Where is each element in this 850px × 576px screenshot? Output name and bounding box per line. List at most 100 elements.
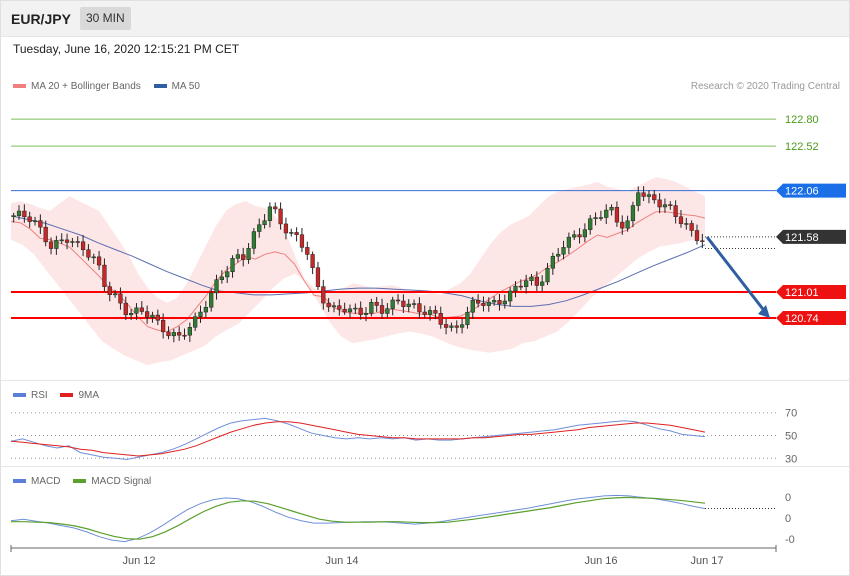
- candle-body: [379, 305, 385, 314]
- candle-body: [513, 285, 518, 292]
- candle-body: [155, 314, 160, 321]
- candle-body: [11, 215, 16, 217]
- candle-body: [534, 276, 539, 286]
- candle-body: [401, 300, 406, 307]
- candle-body: [433, 310, 438, 314]
- legend-rsi-ma: 9MA: [60, 390, 99, 401]
- credit-text: Research © 2020 Trading Central: [690, 81, 840, 92]
- candle-body: [128, 313, 134, 316]
- candle-body: [246, 248, 251, 260]
- candle-body: [326, 302, 331, 308]
- candle-body: [219, 276, 224, 280]
- candle-body: [443, 324, 449, 328]
- candle-body: [577, 234, 582, 238]
- candle-body: [598, 217, 604, 219]
- candle-body: [358, 307, 363, 315]
- rsi-ma-line: [10, 421, 706, 457]
- candle-body: [203, 307, 208, 313]
- candle-body: [187, 327, 192, 336]
- candle-body: [636, 192, 641, 206]
- candle-body: [353, 307, 358, 310]
- candle-body: [481, 302, 486, 306]
- candle-body: [70, 241, 75, 243]
- candle-body: [662, 204, 668, 208]
- candle-body: [310, 254, 315, 268]
- x-axis-label-0: Jun 12: [122, 555, 155, 567]
- level-tag-122.06: [776, 183, 846, 198]
- candle-body: [470, 299, 475, 313]
- candle-body: [16, 210, 22, 216]
- legend-rsi-ma-swatch: [60, 393, 74, 398]
- candle-body: [75, 241, 80, 243]
- candle-body: [251, 231, 257, 249]
- projection-arrow-head: [758, 305, 770, 319]
- candle-body: [657, 199, 662, 208]
- candle-body: [289, 232, 294, 234]
- candle-body: [347, 308, 353, 313]
- candle-body: [438, 313, 443, 325]
- candle-body: [646, 194, 652, 197]
- candle-body: [267, 206, 273, 221]
- candle-body: [561, 247, 566, 255]
- legend-macd-swatch: [13, 479, 26, 484]
- candle-body: [209, 292, 214, 308]
- candle-body: [385, 308, 390, 314]
- bollinger-band-area: [11, 177, 705, 366]
- candle-body: [299, 234, 305, 248]
- candle-body: [262, 220, 267, 226]
- level-label-121.01: 121.01: [785, 287, 819, 299]
- legend-rsi: RSI: [13, 390, 48, 401]
- candle-body: [123, 302, 128, 316]
- candle-body: [182, 334, 187, 337]
- candle-body: [230, 258, 235, 273]
- candle-body: [331, 305, 337, 308]
- candle-body: [454, 325, 459, 328]
- legend-rsi-swatch: [13, 393, 26, 398]
- candle-body: [678, 216, 684, 224]
- level-label-122.52: 122.52: [785, 141, 819, 153]
- candle-body: [48, 241, 54, 249]
- candle-body: [198, 311, 203, 317]
- timestamp: Tuesday, June 16, 2020 12:15:21 PM CET: [13, 42, 240, 56]
- candle-body: [363, 312, 369, 315]
- candle-body: [395, 299, 401, 302]
- level-label-122.06: 122.06: [785, 186, 819, 198]
- candle-body: [545, 268, 550, 283]
- candle-body: [102, 264, 107, 287]
- rsi-line: [10, 417, 706, 460]
- candle-body: [475, 299, 481, 304]
- candle-body: [374, 302, 379, 306]
- candle-body: [604, 209, 609, 218]
- candle-body: [27, 216, 32, 222]
- candle-body: [59, 239, 64, 242]
- candle-body: [540, 281, 545, 286]
- candle-body: [593, 217, 598, 219]
- candle-body: [273, 206, 278, 210]
- candle-body: [315, 267, 321, 287]
- macd-legend: MACD MACD Signal: [13, 476, 161, 487]
- macd-tick-1: 0: [785, 513, 791, 525]
- legend-macd-label: MACD: [31, 476, 61, 487]
- candle-body: [582, 229, 588, 238]
- level-label-122.80: 122.80: [785, 114, 819, 126]
- candle-body: [257, 224, 262, 232]
- candle-body: [225, 271, 230, 278]
- candle-body: [625, 220, 630, 229]
- rsi-tick-70: 70: [785, 408, 797, 420]
- level-label-121.58: 121.58: [785, 232, 819, 244]
- macd-panel-divider: [0, 466, 850, 467]
- candle-body: [342, 308, 347, 313]
- candle-body: [241, 254, 246, 260]
- candle-body: [161, 319, 166, 333]
- candle-body: [91, 256, 96, 259]
- legend-ma20-label: MA 20 + Bollinger Bands: [31, 81, 141, 92]
- candle-body: [641, 192, 646, 197]
- symbol-label: EUR/JPY: [11, 11, 71, 27]
- x-axis-label-1: Jun 14: [325, 555, 358, 567]
- candle-body: [80, 241, 86, 250]
- timeframe-button[interactable]: 30 MIN: [80, 7, 131, 30]
- legend-rsi-ma-label: 9MA: [78, 390, 100, 401]
- macd-tick-2: -0: [785, 534, 795, 546]
- candle-body: [630, 205, 636, 222]
